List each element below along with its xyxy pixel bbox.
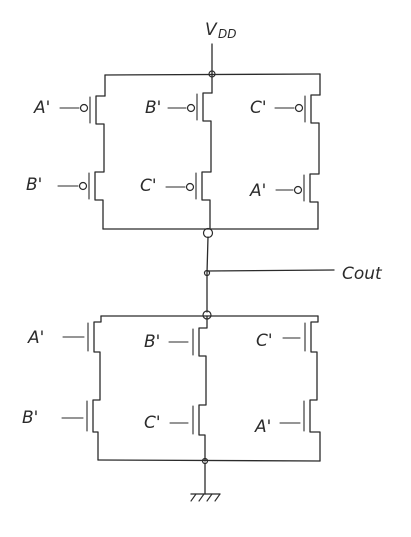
center-wire	[207, 237, 208, 312]
vdd-label-sub: DD	[218, 27, 236, 41]
pullup-r2-c2-label: C'	[140, 176, 157, 196]
pulldown-r1-c3-label: C'	[256, 331, 273, 351]
pulldown-r2-c3-transistor: A'	[254, 417, 300, 437]
pullup-column-1	[89, 75, 105, 229]
pullup-r1-c3-transistor: C'	[250, 98, 303, 118]
output-label: Cout	[342, 264, 383, 284]
pullup-column-2	[196, 74, 212, 229]
pullup-r2-c1-transistor: B'	[26, 175, 87, 195]
pullup-r1-c2-transistor: B'	[145, 98, 195, 118]
pullup-r2-c1-label: B'	[26, 175, 42, 195]
pulldown-r2-c1-label: B'	[22, 408, 38, 428]
vdd-label: V DD	[205, 20, 236, 41]
pulldown-r2-c3-label: A'	[254, 417, 271, 437]
pulldown-bottom-rail	[98, 460, 320, 461]
pulldown-column-1	[87, 316, 101, 460]
pulldown-r1-c2-transistor: B'	[144, 332, 188, 352]
pullup-r2-c3-label: A'	[249, 181, 266, 201]
pulldown-r1-c1-transistor: A'	[27, 328, 84, 348]
pullup-r1-c1-label: A'	[33, 98, 50, 118]
pullup-r1-c3-label: C'	[250, 98, 267, 118]
pullup-r2-c3-transistor: A'	[249, 181, 302, 201]
pulldown-r1-c1-label: A'	[27, 328, 44, 348]
pullup-r1-c2-label: B'	[145, 98, 161, 118]
pulldown-column-3	[304, 316, 320, 461]
vdd-label-main: V	[205, 20, 218, 40]
pulldown-column-2	[193, 316, 207, 461]
pulldown-r2-c2-transistor: C'	[144, 413, 188, 433]
ground-symbol	[191, 494, 220, 501]
pullup-r1-c1-transistor: A'	[33, 98, 88, 118]
pulldown-r1-c2-label: B'	[144, 332, 160, 352]
pulldown-r1-c3-transistor: C'	[256, 331, 300, 351]
pulldown-r2-c1-transistor: B'	[22, 408, 83, 428]
output-wire	[207, 270, 334, 271]
pullup-r2-c2-transistor: C'	[140, 176, 194, 196]
pullup-column-3	[304, 74, 320, 229]
pullup-out-node	[204, 229, 213, 238]
pulldown-r2-c2-label: C'	[144, 413, 161, 433]
